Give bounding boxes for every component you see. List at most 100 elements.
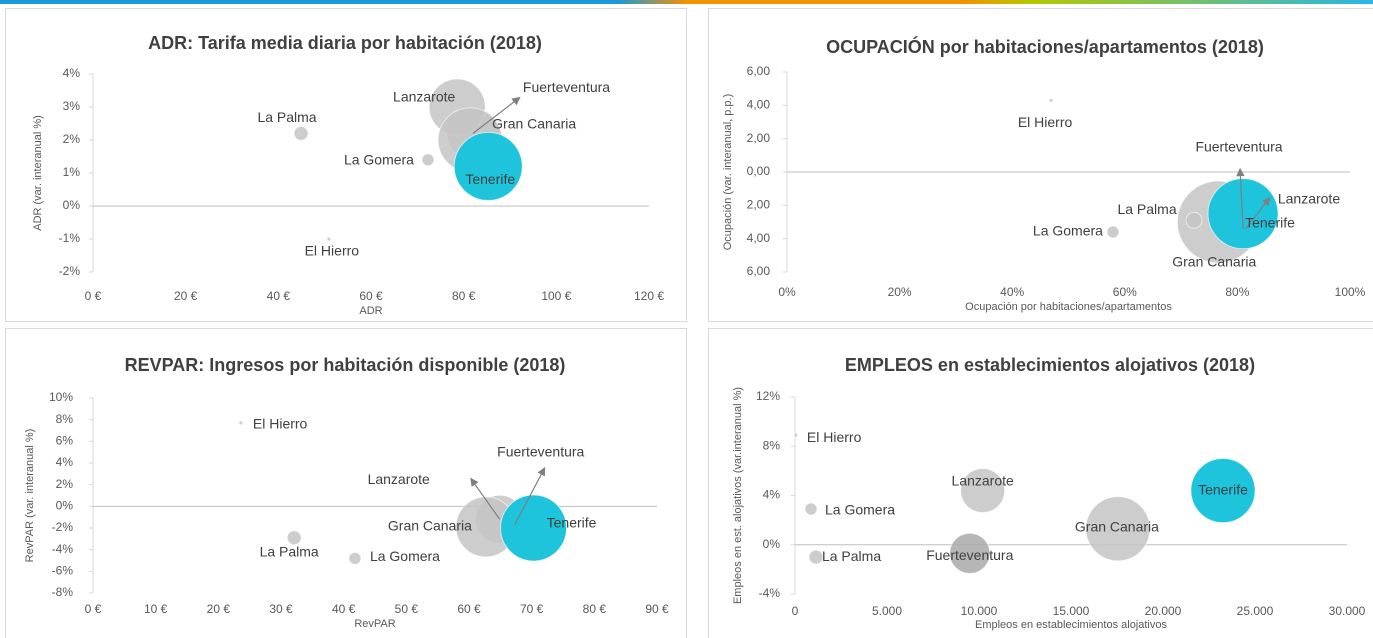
x-tick-label: 10.000 [961,604,998,618]
y-axis-title: Empleos en est. alojativos (var.interanu… [732,387,744,604]
bubble [1048,97,1054,103]
bubble [949,532,991,574]
point-label: Lanzarote [368,471,430,487]
bubble [453,131,523,201]
x-tick-label: 80 € [452,289,476,303]
y-tick-label: 0% [763,537,781,551]
bubble [286,530,302,546]
y-tick-label: 8% [56,412,74,426]
point-label: La Palma [260,543,319,559]
x-tick-label: 60% [1113,285,1137,299]
y-tick-label: 0% [63,198,81,212]
y-tick-label: 4,00 [747,98,771,112]
y-tick-label: 0,00 [747,164,771,178]
point-label: La Gomera [344,152,414,168]
x-tick-label: 30.000 [1329,604,1366,618]
y-tick-label: 4% [56,455,74,469]
y-tick-label: 10% [49,390,73,404]
bubble [1190,457,1256,524]
x-tick-label: 40% [1000,285,1024,299]
point-label: Fuerteventura [1195,138,1282,154]
x-tick-label: 30 € [269,602,293,616]
point-label: Tenerife [465,171,515,187]
y-tick-label: 2,00 [747,131,771,145]
x-tick-label: 50 € [395,602,419,616]
chart-title: OCUPACIÓN por habitaciones/apartamentos … [826,36,1264,57]
point-label: Gran Canaria [388,518,472,534]
panel [708,328,1373,638]
point-label: Gran Canaria [1172,254,1256,270]
y-tick-label: -2% [59,264,81,278]
bubble [1106,225,1120,239]
y-tick-label: 2% [56,477,74,491]
x-tick-label: 80% [1225,285,1249,299]
bubble [326,236,332,242]
y-axis-title: RevPAR (var. interanual %) [24,429,36,563]
point-label: La Gomera [825,502,895,518]
y-tick-label: 1% [63,165,81,179]
x-axis-title: Empleos en establecimientos alojativos [975,619,1167,631]
leader-arrow [470,477,501,520]
x-tick-label: 60 € [457,602,481,616]
y-tick-label: 8% [763,438,781,452]
point-label: Fuerteventura [523,79,610,95]
x-tick-label: 0% [778,285,796,299]
y-tick-label: 4% [763,488,781,502]
y-tick-label: 6,00 [747,64,771,78]
point-label: Lanzarote [952,472,1014,488]
y-tick-label: 0% [56,499,74,513]
x-tick-label: 90 € [645,602,669,616]
x-tick-label: 15.000 [1053,604,1090,618]
x-tick-label: 40 € [332,602,356,616]
x-tick-label: 120 € [634,289,664,303]
leader-arrow [514,467,546,526]
bubble [293,125,309,141]
leader-arrow [472,96,521,134]
x-axis-title: Ocupación por habitaciones/apartamentos [965,301,1172,313]
point-label: Fuerteventura [497,443,584,459]
bubble [960,468,1006,514]
point-label: La Palma [822,548,881,564]
y-tick-label: -6% [52,564,74,578]
bubble [804,502,818,516]
y-tick-label: -2% [52,520,74,534]
point-label: Lanzarote [393,89,455,105]
x-tick-label: 100 € [541,289,571,303]
point-label: Gran Canaria [492,116,576,132]
y-tick-label: 2% [63,132,81,146]
point-label: La Palma [257,109,316,125]
point-label: El Hierro [305,243,360,259]
bubble [1207,178,1279,250]
y-tick-label: 6,00 [747,264,771,278]
y-tick-label: 12% [756,389,780,403]
point-label: Lanzarote [1278,190,1340,206]
x-tick-label: 100% [1335,285,1366,299]
chart-title: EMPLEOS en establecimientos alojativos (… [845,355,1255,375]
point-label: La Palma [1117,201,1176,217]
x-tick-label: 25.000 [1237,604,1274,618]
x-tick-label: 20 € [174,289,198,303]
y-tick-label: 4% [63,66,81,80]
panel [708,8,1373,322]
y-tick-label: -8% [52,585,74,599]
leader-arrow [1236,167,1245,229]
point-label: Tenerife [547,515,597,531]
point-label: La Gomera [1033,223,1103,239]
chart-title: REVPAR: Ingresos por habitación disponib… [125,355,566,375]
bubble [1085,496,1151,562]
y-tick-label: 2,00 [747,198,771,212]
y-tick-label: -4% [52,542,74,556]
bubble [421,153,435,167]
y-tick-label: 3% [63,99,81,113]
x-tick-label: 10 € [144,602,168,616]
x-tick-label: 20 € [207,602,231,616]
x-tick-label: 0 € [85,602,102,616]
bubble [500,494,568,562]
x-tick-label: 0 € [85,289,102,303]
y-tick-label: -1% [59,231,81,245]
x-tick-label: 0 [792,604,799,618]
x-axis-title: RevPAR [354,618,395,630]
point-label: Fuerteventura [926,547,1013,563]
bubble [348,551,362,565]
point-label: Tenerife [1245,214,1295,230]
